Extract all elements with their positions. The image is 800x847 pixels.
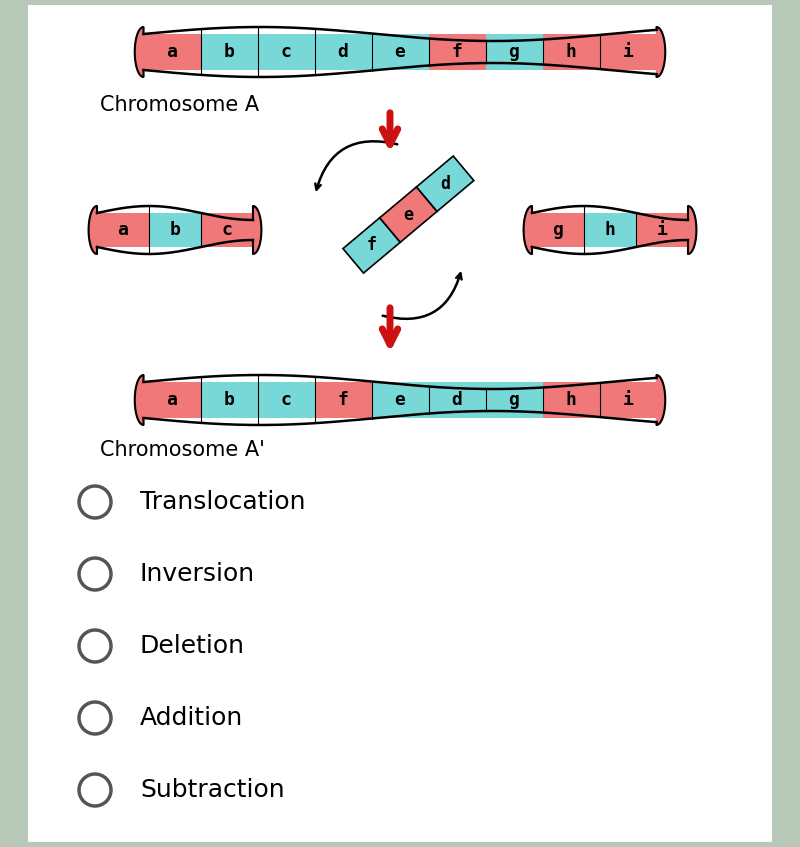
- Text: c: c: [281, 391, 291, 409]
- Bar: [532, 213, 584, 247]
- Text: c: c: [281, 43, 291, 61]
- Bar: [636, 213, 688, 247]
- Bar: [542, 34, 599, 70]
- Bar: [149, 213, 201, 247]
- Bar: [429, 34, 486, 70]
- Bar: [429, 382, 486, 418]
- Text: b: b: [223, 43, 234, 61]
- Polygon shape: [380, 187, 437, 242]
- Bar: [486, 34, 542, 70]
- Text: d: d: [451, 391, 462, 409]
- Polygon shape: [417, 156, 474, 212]
- Text: a: a: [118, 221, 129, 239]
- Text: Translocation: Translocation: [140, 490, 306, 514]
- Text: g: g: [553, 221, 563, 239]
- Text: b: b: [170, 221, 181, 239]
- Text: i: i: [622, 391, 634, 409]
- Polygon shape: [524, 206, 532, 254]
- Text: e: e: [394, 43, 406, 61]
- Text: g: g: [509, 391, 519, 409]
- Bar: [542, 382, 599, 418]
- Polygon shape: [253, 206, 262, 254]
- Polygon shape: [657, 375, 666, 425]
- Polygon shape: [134, 375, 143, 425]
- Text: f: f: [451, 43, 462, 61]
- Text: a: a: [166, 391, 178, 409]
- Text: g: g: [509, 43, 519, 61]
- Bar: [258, 34, 314, 70]
- Text: e: e: [403, 206, 414, 224]
- Bar: [201, 213, 253, 247]
- Polygon shape: [134, 27, 143, 77]
- Bar: [143, 34, 201, 70]
- Bar: [486, 382, 542, 418]
- Text: Deletion: Deletion: [140, 634, 245, 658]
- Text: Chromosome A: Chromosome A: [100, 95, 259, 115]
- Text: d: d: [338, 43, 349, 61]
- Bar: [599, 34, 657, 70]
- Bar: [143, 382, 201, 418]
- Bar: [371, 382, 429, 418]
- Text: h: h: [566, 391, 577, 409]
- FancyBboxPatch shape: [28, 5, 772, 842]
- Text: Chromosome A': Chromosome A': [100, 440, 265, 460]
- Text: c: c: [222, 221, 233, 239]
- Bar: [599, 382, 657, 418]
- Bar: [201, 382, 258, 418]
- Text: i: i: [657, 221, 667, 239]
- Polygon shape: [89, 206, 97, 254]
- Polygon shape: [657, 27, 666, 77]
- Text: a: a: [166, 43, 178, 61]
- Bar: [258, 382, 314, 418]
- Text: f: f: [338, 391, 349, 409]
- Text: Subtraction: Subtraction: [140, 778, 285, 802]
- Bar: [371, 34, 429, 70]
- Text: e: e: [394, 391, 406, 409]
- Text: h: h: [566, 43, 577, 61]
- Text: Inversion: Inversion: [140, 562, 255, 586]
- Text: b: b: [223, 391, 234, 409]
- Bar: [201, 34, 258, 70]
- Polygon shape: [343, 218, 400, 273]
- Bar: [584, 213, 636, 247]
- Polygon shape: [688, 206, 696, 254]
- Text: Addition: Addition: [140, 706, 243, 730]
- Bar: [314, 34, 371, 70]
- Text: i: i: [622, 43, 634, 61]
- Bar: [314, 382, 371, 418]
- Text: d: d: [440, 174, 450, 193]
- Bar: [97, 213, 149, 247]
- Text: h: h: [605, 221, 615, 239]
- Text: f: f: [366, 236, 377, 254]
